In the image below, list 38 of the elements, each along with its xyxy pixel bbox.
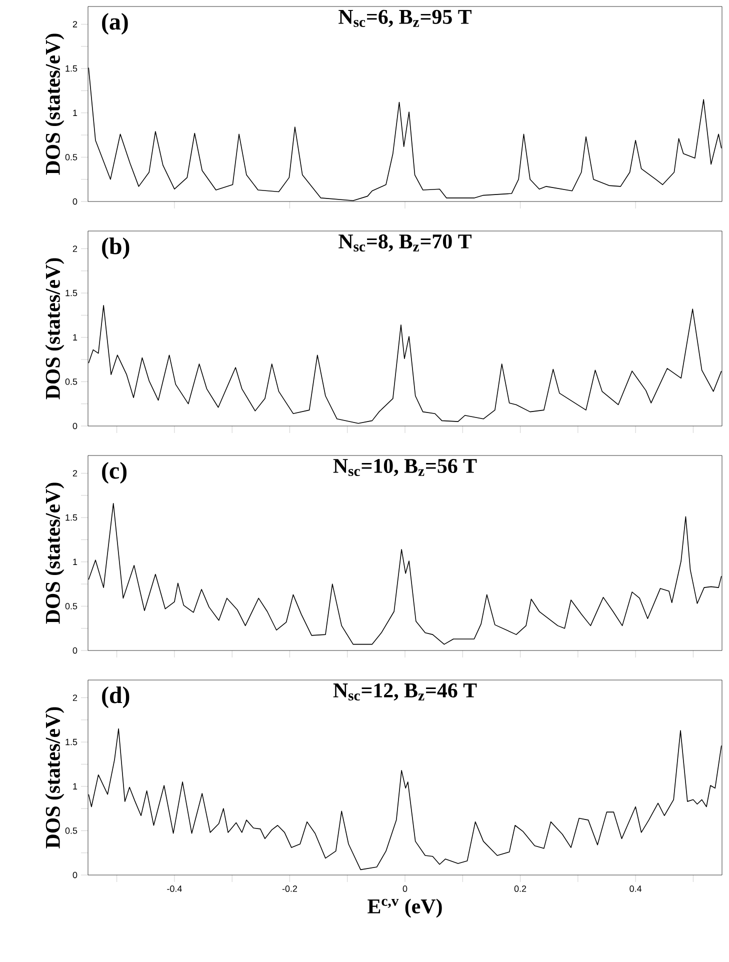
annotation: (a) <box>102 12 128 35</box>
y-tick-label: 0.5 <box>65 154 78 160</box>
y-tick-label: 1 <box>73 558 78 565</box>
y-axis-title: DOS (states/eV) <box>45 34 64 175</box>
annotation: (d) <box>102 686 130 708</box>
y-tick-label: 0.5 <box>65 603 78 610</box>
x-tick-label: 0 <box>402 886 408 892</box>
y-tick-label: 0 <box>72 198 78 205</box>
x-axis-title: E$^{c,v}$ (eV) <box>368 898 442 918</box>
y-tick-label: 0.5 <box>65 378 78 385</box>
x-tick-label: -0.2 <box>282 886 297 892</box>
y-tick-label: 2 <box>72 694 78 701</box>
chart-title: N$_{sc}$=12, B$_{z}$=46 T <box>333 683 477 700</box>
y-tick-label: 1.5 <box>66 290 78 296</box>
y-axis-title: DOS (states/eV) <box>45 482 64 624</box>
x-tick-label: 0.4 <box>630 886 642 892</box>
y-tick-label: 2 <box>72 246 78 252</box>
y-tick-label: 0 <box>72 872 78 878</box>
x-tick-label: 0.2 <box>514 886 526 892</box>
y-axis-title: DOS (states/eV) <box>45 258 64 400</box>
y-tick-label: 1.5 <box>66 738 78 746</box>
y-tick-label: 0 <box>72 647 78 654</box>
chart-title: N$_{sc}$=10, B$_{z}$=56 T <box>333 458 477 476</box>
chart-title: N$_{sc}$=8, B$_{z}$=70 T <box>338 234 472 252</box>
y-axis-title: DOS (states/eV) <box>45 707 64 848</box>
annotation: (c) <box>102 462 127 484</box>
y-tick-label: 0 <box>72 422 78 430</box>
y-tick-label: 1 <box>73 334 78 340</box>
x-tick-label: -0.4 <box>167 886 182 892</box>
chart-title: N$_{sc}$=6, B$_{z}$=95 T <box>338 10 472 27</box>
y-tick-label: 1.5 <box>66 65 78 72</box>
y-tick-label: 1.5 <box>66 514 78 521</box>
annotation: (b) <box>102 237 130 260</box>
y-tick-label: 2 <box>72 470 78 476</box>
y-tick-label: 2 <box>72 21 78 28</box>
y-tick-label: 1 <box>73 783 78 790</box>
y-tick-label: 0.5 <box>65 828 78 834</box>
y-tick-label: 1 <box>73 110 78 116</box>
